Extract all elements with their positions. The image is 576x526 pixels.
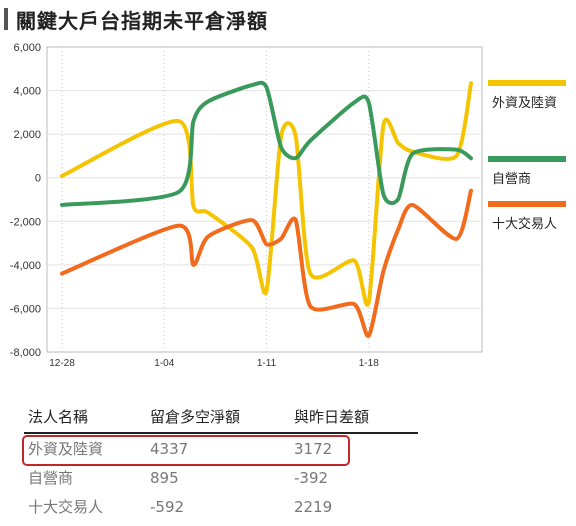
highlight-box xyxy=(22,435,350,466)
x-tick-label: 1-11 xyxy=(257,358,277,366)
y-tick-label: 0 xyxy=(35,173,41,185)
cell-daily-change: 2219 xyxy=(294,497,333,516)
legend-item-dealer: 自營商 xyxy=(488,156,574,187)
institution-table: 法人名稱 留倉多空淨額 與昨日差額 外資及陸資 4337 3172 自營商 89… xyxy=(24,404,418,521)
cell-institution: 自營商 xyxy=(28,469,74,487)
cell-institution: 十大交易人 xyxy=(28,498,104,516)
y-tick-label: -4,000 xyxy=(10,260,41,272)
legend-label-dealer: 自營商 xyxy=(492,172,532,187)
header-institution: 法人名稱 xyxy=(28,407,89,426)
y-tick-label: -2,000 xyxy=(10,216,41,228)
x-tick-label: 1-18 xyxy=(359,358,379,366)
plot-frame xyxy=(46,46,483,353)
cell-net-position: 895 xyxy=(150,468,179,487)
line-chart: 6,000 4,000 2,000 0 -2,000 -4,000 -6,000 -8,000… xyxy=(10,42,483,366)
legend-swatch-top10 xyxy=(488,201,566,207)
cell-net-position: -592 xyxy=(150,497,185,516)
x-tick-label: 1-04 xyxy=(154,358,174,366)
y-tick-label: 4,000 xyxy=(13,86,41,98)
y-tick-label: -6,000 xyxy=(10,303,41,315)
legend-swatch-dealer xyxy=(488,156,566,162)
x-tick-label: 12-28 xyxy=(49,358,75,366)
table-header-row: 法人名稱 留倉多空淨額 與昨日差額 xyxy=(24,404,418,433)
y-tick-label: 6,000 xyxy=(13,42,41,54)
chart-title: 關鍵大戶台指期未平倉淨額 xyxy=(16,8,268,33)
legend-label-top10: 十大交易人 xyxy=(492,217,558,232)
title-accent-bar xyxy=(4,8,8,30)
series-line-foreign xyxy=(60,81,473,307)
cell-institution: 外資及陸資 xyxy=(28,440,104,458)
table-row: 自營商 895 -392 xyxy=(24,463,418,492)
table-row: 十大交易人 -592 2219 xyxy=(24,492,418,521)
cell-net-position: 4337 xyxy=(150,439,189,458)
legend-item-foreign: 外資及陸資 xyxy=(488,80,574,111)
cell-daily-change: 3172 xyxy=(294,439,333,458)
header-daily-change: 與昨日差額 xyxy=(294,407,370,426)
series-line-top10 xyxy=(60,188,473,338)
legend-swatch-foreign xyxy=(488,80,566,86)
legend-item-top10: 十大交易人 xyxy=(488,201,574,232)
y-tick-label: -8,000 xyxy=(10,347,41,359)
legend-label-foreign: 外資及陸資 xyxy=(492,96,558,111)
cell-daily-change: -392 xyxy=(294,468,329,487)
header-net-position: 留倉多空淨額 xyxy=(150,407,241,426)
series-line-dealer xyxy=(60,80,473,207)
title-wrap: 關鍵大戶台指期未平倉淨額 xyxy=(4,4,268,34)
table-row: 外資及陸資 4337 3172 xyxy=(24,433,418,463)
y-tick-label: 2,000 xyxy=(13,129,41,141)
